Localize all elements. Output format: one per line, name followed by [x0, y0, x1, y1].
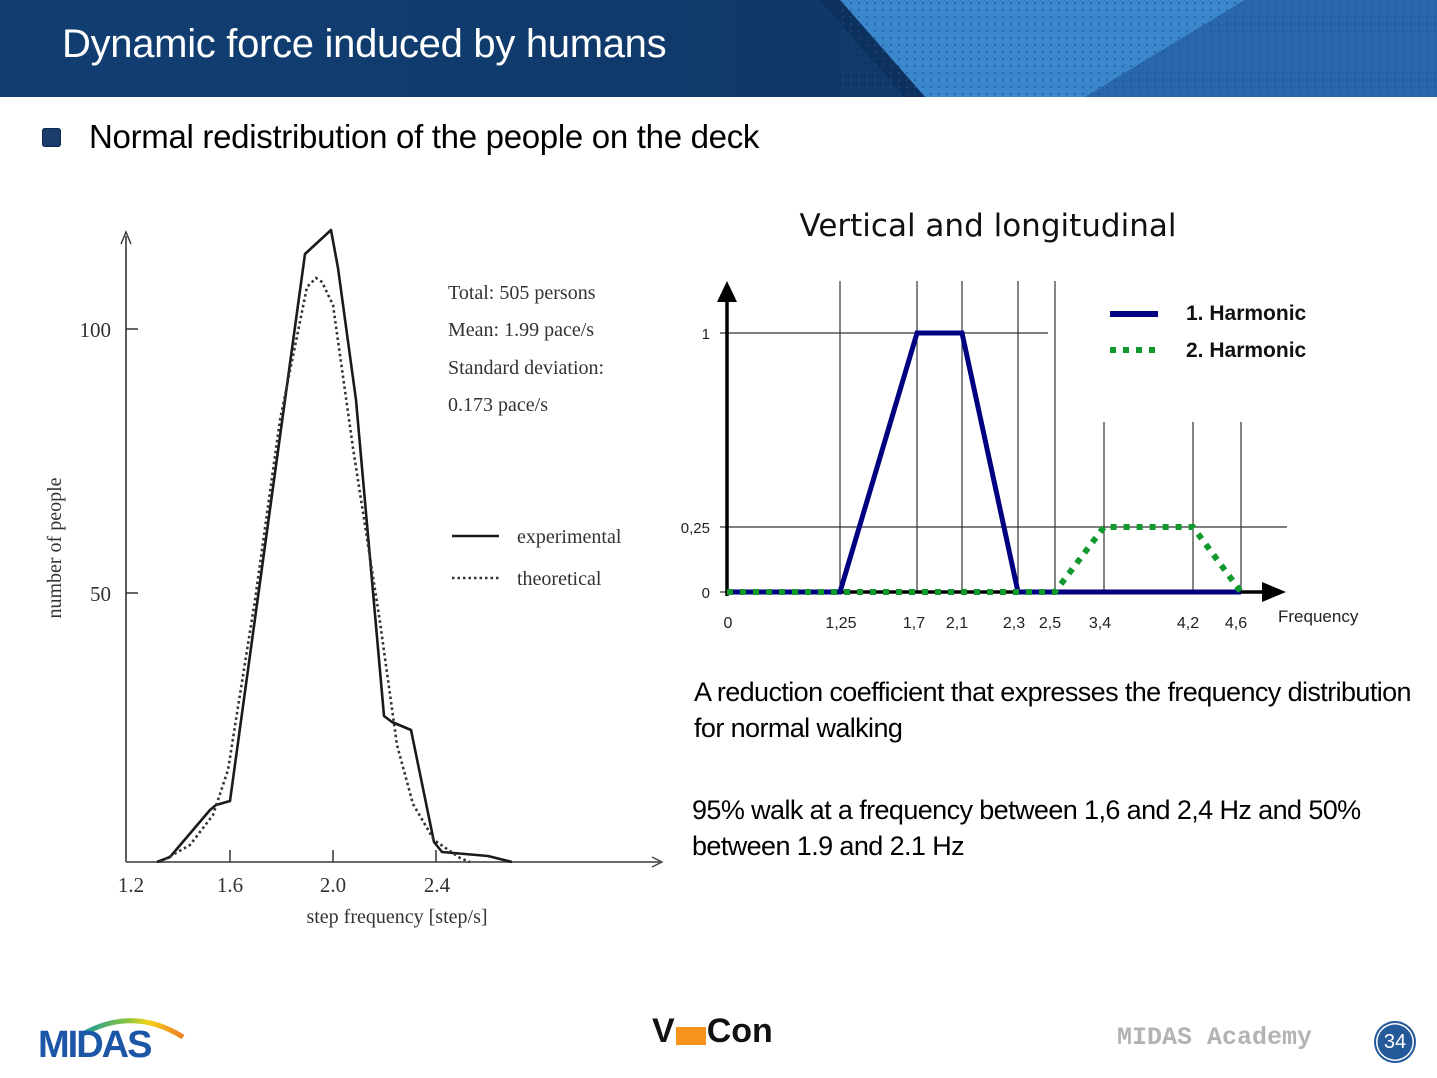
stat-std-label: Standard deviation:: [448, 357, 604, 379]
stat-total: Total: 505 persons: [448, 282, 596, 304]
x-tick-label: 2,1: [946, 615, 968, 632]
y-tick-label: 50: [90, 582, 111, 606]
x-tick-label: 0: [724, 615, 733, 632]
harmonic-1-series: [727, 330, 1241, 595]
midas-logo: MIDAS: [38, 1012, 188, 1067]
y-axis-arrow-icon: [717, 281, 737, 302]
legend-label: theoretical: [517, 568, 602, 590]
legend-label: 1. Harmonic: [1186, 302, 1307, 325]
vcon-logo: V Con: [652, 1012, 773, 1051]
legend-label: 2. Harmonic: [1186, 339, 1307, 362]
x-tick-label: 1.6: [217, 873, 243, 897]
vcon-logo-con: Con: [706, 1012, 773, 1050]
academy-label: MIDAS Academy: [1117, 1023, 1313, 1052]
reduction-coefficient-text: A reduction coefficient that expresses t…: [694, 677, 1412, 743]
grid-lines: [720, 281, 1287, 593]
harmonic-2-series: [727, 524, 1244, 595]
x-tick-label: 2,3: [1003, 615, 1025, 632]
y-axis-label: number of people: [44, 477, 66, 618]
header-background: [0, 0, 1437, 97]
x-tick-label: 4,6: [1225, 615, 1247, 632]
x-axis-label: step frequency [step/s]: [306, 906, 487, 928]
x-tick-label: 2.4: [424, 873, 451, 897]
x-tick-label: 1,25: [825, 615, 856, 632]
x-tick-label: 3,4: [1089, 615, 1111, 632]
legend-label: experimental: [517, 526, 622, 548]
x-tick-label: 1,7: [903, 615, 925, 632]
y-axis-arrow-icon: [120, 230, 132, 245]
x-tick-label: 2.0: [320, 873, 346, 897]
page-title: Dynamic force induced by humans: [62, 22, 667, 66]
vcon-logo-v: V: [652, 1012, 675, 1050]
chart-title: Vertical and longitudinal: [800, 208, 1177, 244]
step-frequency-chart: 100 50 1.2 1.6 2.0 2.4 step frequency [s…: [44, 228, 664, 928]
vcon-orange-block-icon: [675, 1026, 706, 1045]
stat-mean: Mean: 1.99 pace/s: [448, 319, 594, 341]
slide-header: Dynamic force induced by humans: [0, 0, 1437, 97]
x-tick-label: 2,5: [1039, 615, 1061, 632]
page-number-badge: 34: [1374, 1021, 1416, 1063]
y-tick-label: 100: [80, 318, 112, 342]
y-tick-label: 1: [702, 326, 710, 343]
harmonic-reduction-chart: Vertical and longitudinal 1 0,25 0 0 1,2…: [681, 208, 1359, 632]
x-axis-label: Frequency: [1278, 607, 1359, 626]
y-tick-label: 0,25: [681, 520, 710, 537]
x-tick-label: 4,2: [1177, 615, 1199, 632]
bullet-item: Normal redistribution of the people on t…: [42, 118, 759, 156]
x-axis-arrow-icon: [1262, 582, 1286, 602]
svg-text:MIDAS: MIDAS: [38, 1024, 151, 1062]
bullet-square-icon: [42, 127, 61, 147]
x-tick-label: 1.2: [118, 873, 144, 897]
y-tick-label: 0: [702, 585, 710, 602]
walking-frequency-text: 95% walk at a frequency between 1,6 and …: [692, 795, 1361, 861]
experimental-series: [156, 228, 513, 864]
stat-std-value: 0.173 pace/s: [448, 394, 548, 416]
bullet-text: Normal redistribution of the people on t…: [89, 118, 760, 155]
x-axis-arrow-icon: [651, 856, 664, 868]
theoretical-series: [159, 276, 471, 864]
